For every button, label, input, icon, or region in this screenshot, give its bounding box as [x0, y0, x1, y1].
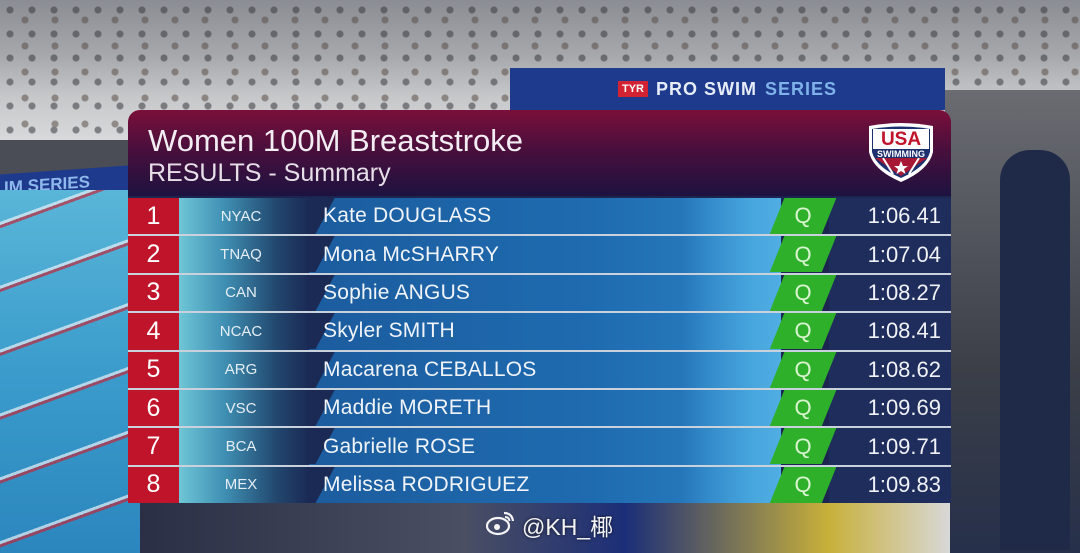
usa-swimming-shield-icon: USA SWIMMING: [863, 122, 939, 184]
swimmer-cell: Melissa RODRIGUEZ: [309, 466, 781, 504]
tyr-logo: TYR: [617, 81, 648, 97]
team-code: TNAQ: [179, 236, 309, 273]
results-scoreboard: Women 100M Breaststroke RESULTS - Summar…: [128, 110, 951, 504]
finish-time: 1:09.69: [829, 389, 951, 427]
pro-swim-series-banner: TYR PRO SWIM SERIES: [510, 68, 945, 110]
qualified-badge: Q: [777, 467, 829, 503]
result-row: 7 BCA Gabrielle ROSE Q 1:09.71: [128, 426, 951, 465]
bottom-spectators: [140, 500, 950, 553]
swimmer-name: Melissa RODRIGUEZ: [323, 472, 530, 496]
scoreboard-header: Women 100M Breaststroke RESULTS - Summar…: [128, 110, 951, 196]
swimmer-name: Mona McSHARRY: [323, 242, 500, 266]
finish-time: 1:09.83: [829, 466, 951, 504]
result-row: 8 MEX Melissa RODRIGUEZ Q 1:09.83: [128, 464, 951, 504]
swimmer-name: Sophie ANGUS: [323, 280, 471, 304]
finish-time: 1:08.62: [829, 351, 951, 388]
result-row: 4 NCAC Skyler SMITH Q 1:08.41: [128, 311, 951, 350]
place-number: 3: [128, 274, 179, 312]
qualified-badge: Q: [777, 352, 829, 388]
place-number: 7: [128, 428, 179, 465]
banner-text-light: SERIES: [764, 78, 838, 99]
swimmer-cell: Gabrielle ROSE: [309, 428, 781, 465]
qualified-badge: Q: [777, 390, 829, 426]
swimmer-name: Maddie MORETH: [323, 396, 492, 420]
place-number: 2: [128, 236, 179, 273]
finish-time: 1:09.71: [829, 428, 951, 465]
place-number: 6: [128, 389, 179, 427]
swimmer-name: Gabrielle ROSE: [323, 434, 476, 458]
svg-text:SWIMMING: SWIMMING: [877, 149, 925, 159]
swimmer-cell: Kate DOUGLASS: [309, 198, 781, 235]
swimmer-name: Kate DOUGLASS: [323, 204, 492, 228]
finish-time: 1:06.41: [829, 198, 951, 235]
watermark-text: @KH_椰: [522, 514, 614, 540]
results-list: 1 NYAC Kate DOUGLASS Q 1:06.41 2 TNAQ Mo…: [128, 196, 951, 504]
watermark: @KH_椰: [485, 508, 614, 542]
result-row: 5 ARG Macarena CEBALLOS Q 1:08.62: [128, 349, 951, 388]
event-subtitle: RESULTS - Summary: [148, 159, 391, 187]
place-number: 1: [128, 198, 179, 235]
finish-time: 1:08.27: [829, 274, 951, 312]
place-number: 5: [128, 351, 179, 388]
team-code: MEX: [179, 466, 309, 504]
qualified-badge: Q: [777, 428, 829, 464]
team-code: ARG: [179, 351, 309, 388]
weibo-icon: [485, 508, 516, 542]
team-code: NCAC: [179, 313, 309, 350]
qualified-badge: Q: [777, 275, 829, 311]
result-row: 2 TNAQ Mona McSHARRY Q 1:07.04: [128, 234, 951, 273]
place-number: 8: [128, 466, 179, 504]
finish-time: 1:07.04: [829, 236, 951, 273]
result-row: 6 VSC Maddie MORETH Q 1:09.69: [128, 387, 951, 427]
result-row: 1 NYAC Kate DOUGLASS Q 1:06.41: [128, 196, 951, 235]
qualified-badge: Q: [777, 236, 829, 272]
finish-time: 1:08.41: [829, 313, 951, 350]
swimmer-cell: Maddie MORETH: [309, 389, 781, 427]
qualified-badge: Q: [777, 198, 829, 234]
team-code: BCA: [179, 428, 309, 465]
swimmer-name: Skyler SMITH: [323, 319, 455, 343]
swimmer-cell: Macarena CEBALLOS: [309, 351, 781, 388]
swimmer-cell: Skyler SMITH: [309, 313, 781, 350]
team-code: NYAC: [179, 198, 309, 235]
swimmer-name: Macarena CEBALLOS: [323, 357, 537, 381]
team-code: CAN: [179, 274, 309, 312]
pool-lanes: [0, 190, 140, 553]
place-number: 4: [128, 313, 179, 350]
swimmer-cell: Sophie ANGUS: [309, 274, 781, 312]
right-spectators: [945, 90, 1080, 553]
banner-text-strong: PRO SWIM: [655, 78, 757, 99]
event-title: Women 100M Breaststroke: [148, 123, 524, 158]
qualified-badge: Q: [777, 313, 829, 349]
svg-text:USA: USA: [881, 129, 921, 150]
result-row: 3 CAN Sophie ANGUS Q 1:08.27: [128, 272, 951, 312]
team-code: VSC: [179, 389, 309, 427]
swimmer-cell: Mona McSHARRY: [309, 236, 781, 273]
